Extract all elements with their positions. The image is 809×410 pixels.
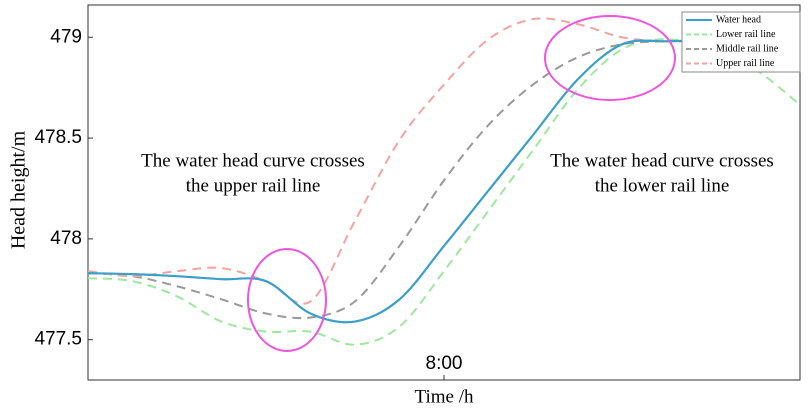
highlight-ellipse: [247, 248, 327, 352]
y-tick-label: 479: [50, 26, 82, 47]
annotation: the upper rail line: [186, 175, 321, 196]
x-tick-label: 8:00: [426, 353, 463, 374]
annotation: The water head curve crosses: [141, 150, 365, 171]
line-series: [87, 39, 801, 324]
y-tick-label: 477.5: [34, 329, 82, 350]
y-axis-title: Head height/m: [8, 130, 30, 249]
y-tick-label: 478: [50, 228, 82, 249]
highlight-ellipse: [544, 15, 676, 101]
line-series: [87, 17, 801, 305]
annotation: The water head curve crosses: [550, 150, 774, 171]
legend-label: Water head: [716, 14, 761, 25]
legend-label: Lower rail line: [716, 29, 776, 40]
annotation: the lower rail line: [595, 175, 730, 196]
x-axis-title: Time /h: [415, 386, 474, 407]
legend-box: [681, 11, 801, 73]
y-tick-label: 478.5: [34, 127, 82, 148]
line-series: [87, 38, 801, 346]
legend-label: Middle rail line: [716, 43, 779, 54]
legend-label: Upper rail line: [716, 58, 775, 69]
